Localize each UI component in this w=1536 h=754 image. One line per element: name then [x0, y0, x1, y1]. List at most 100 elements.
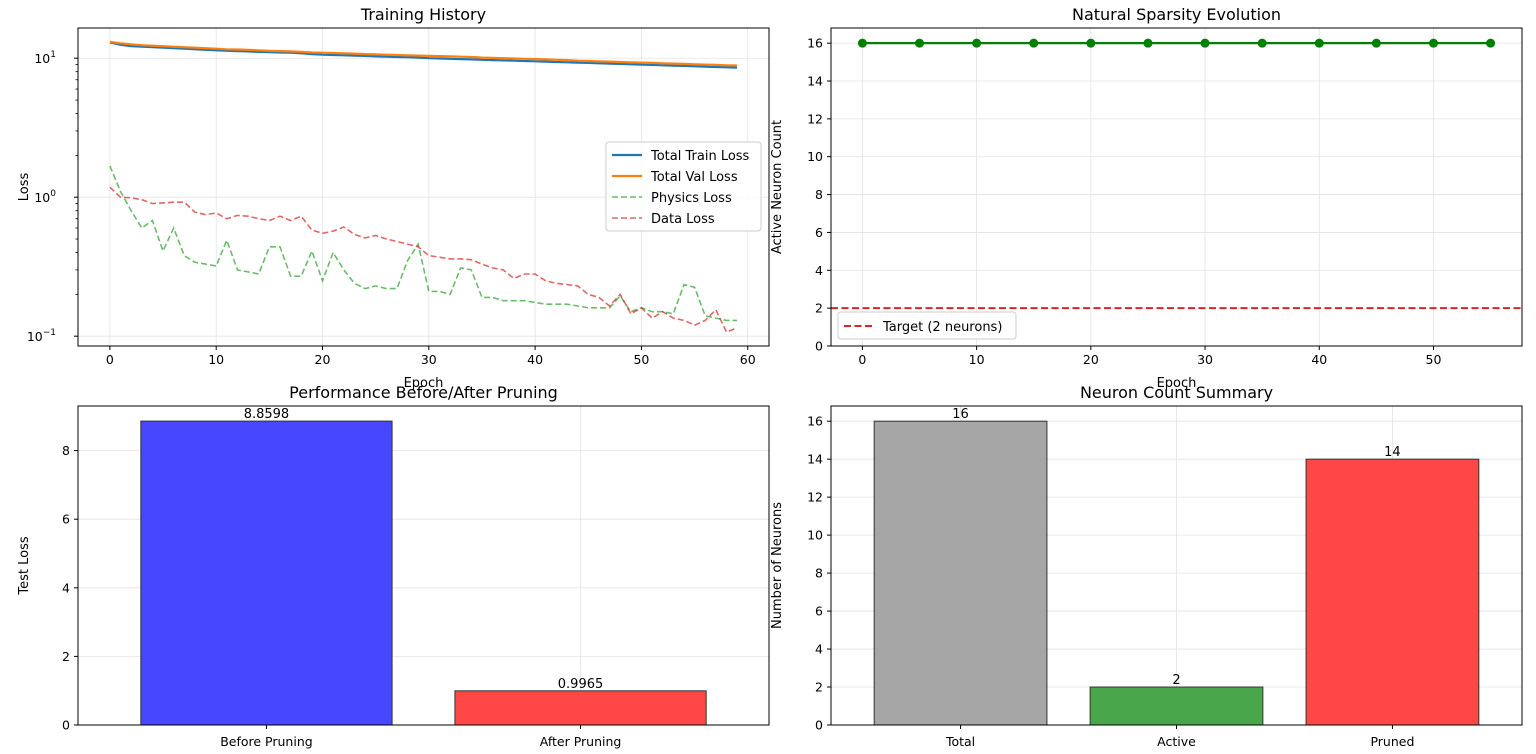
- legend: Total Train Loss Total Val Loss Physics Lo…: [605, 141, 762, 232]
- legend-label: Total Train Loss: [650, 149, 750, 164]
- y-tick-label: 10: [807, 149, 823, 164]
- bar-after-pruning: [454, 690, 707, 726]
- bar-value-label: 2: [1172, 673, 1180, 688]
- y-tick-label: 6: [62, 512, 70, 527]
- panel-4: 16 Total 2 Active 14 Pruned 0 2 4 6 8 10 12 14 16 Neuro…: [770, 383, 1523, 749]
- x-tick-label: Before Pruning: [220, 734, 312, 749]
- legend-label: Data Loss: [651, 212, 715, 227]
- y-tick-label: 2: [62, 649, 70, 664]
- grid: [831, 28, 1522, 347]
- bar-value-label: 16: [952, 407, 969, 422]
- chart-title: Training History: [360, 5, 486, 24]
- y-tick-label: 0: [62, 718, 70, 733]
- y-axis-label: Loss: [17, 173, 32, 202]
- data-point: [1257, 38, 1267, 48]
- series-line-3: [109, 165, 738, 322]
- y-tick-label: 8: [815, 566, 823, 581]
- x-tick-label: 0: [106, 352, 114, 367]
- axes-frame: [830, 405, 1523, 726]
- x-tick-label: 30: [421, 352, 437, 367]
- y-tick-label: 10: [807, 528, 823, 543]
- y-tick-label: 0: [815, 718, 823, 733]
- x-tick-label: 10: [969, 352, 985, 367]
- x-tick-label: 20: [315, 352, 331, 367]
- legend-label: Total Val Loss: [650, 170, 738, 185]
- x-tick-label: 50: [1426, 352, 1442, 367]
- y-tick-label: 10−1: [27, 328, 56, 344]
- data-point: [857, 38, 867, 48]
- y-axis-label: Active Neuron Count: [770, 120, 785, 254]
- y-tick-label: 12: [807, 111, 823, 126]
- legend-box: [837, 311, 1017, 340]
- y-tick-label: 101: [34, 50, 56, 66]
- legend: Target (2 neurons): [837, 311, 1017, 340]
- bar-value-label: 14: [1384, 445, 1401, 460]
- axes-frame: [830, 27, 1523, 347]
- data-point: [1200, 38, 1210, 48]
- data-point: [915, 38, 925, 48]
- y-tick-label: 8: [62, 443, 70, 458]
- x-tick-label: After Pruning: [540, 734, 622, 749]
- x-tick-label: Total: [945, 734, 975, 749]
- legend-box: [605, 141, 762, 232]
- y-tick-label: 16: [807, 36, 823, 51]
- x-tick-label: 20: [1083, 352, 1099, 367]
- y-tick-label: 8: [815, 187, 823, 202]
- y-tick-label: 4: [815, 263, 823, 278]
- x-tick-label: 10: [208, 352, 224, 367]
- y-tick-exponent: 0: [50, 189, 56, 199]
- data-point: [1486, 38, 1496, 48]
- bar-before-pruning: [140, 420, 393, 726]
- bar-active: [1089, 686, 1264, 726]
- bar-pruned: [1305, 458, 1480, 726]
- axes-frame: [77, 27, 770, 347]
- chart-title: Natural Sparsity Evolution: [1072, 5, 1281, 24]
- y-tick-label: 14: [807, 74, 823, 89]
- y-tick-exponent: 1: [50, 50, 56, 60]
- y-tick-label: 6: [815, 225, 823, 240]
- x-tick-label: 40: [527, 352, 543, 367]
- data-point: [1371, 38, 1381, 48]
- data-point: [1029, 38, 1039, 48]
- x-tick-label: 60: [740, 352, 756, 367]
- x-axis-label: Epoch: [404, 376, 444, 391]
- series-line-1: [109, 41, 738, 69]
- y-tick-label: 6: [815, 604, 823, 619]
- x-tick-label: 50: [633, 352, 649, 367]
- x-tick-label: 40: [1311, 352, 1327, 367]
- data-point: [972, 38, 982, 48]
- panel-2: 0 10 20 30 40 50 0 2 4 6 8 10 12 14 16 Natural Sparsity…: [770, 5, 1523, 391]
- y-tick-label: 2: [815, 680, 823, 695]
- legend-label: Target (2 neurons): [882, 320, 1002, 335]
- y-axis-label: Test Loss: [17, 536, 32, 595]
- axes-frame: [77, 405, 770, 726]
- y-tick-label: 14: [807, 452, 823, 467]
- bar-value-label: 8.8598: [244, 407, 290, 422]
- x-tick-label: Pruned: [1370, 734, 1414, 749]
- x-tick-label: 30: [1197, 352, 1213, 367]
- panel-3: 8.8598 Before Pruning 0.9965 After Pruning 0…: [17, 383, 770, 749]
- series-line-2: [109, 40, 738, 67]
- bar-total: [873, 420, 1048, 726]
- y-tick-label: 16: [807, 414, 823, 429]
- y-tick-label: 100: [34, 189, 56, 205]
- x-tick-label: Active: [1157, 734, 1196, 749]
- data-point: [1314, 38, 1324, 48]
- data-point: [1428, 38, 1438, 48]
- y-tick-label: 4: [62, 580, 70, 595]
- x-tick-label: 0: [858, 352, 866, 367]
- chart-title: Performance Before/After Pruning: [289, 383, 558, 402]
- x-axis-label: Epoch: [1157, 376, 1197, 391]
- y-axis-label: Number of Neurons: [770, 502, 785, 629]
- y-tick-label: 2: [815, 301, 823, 316]
- data-point: [1086, 38, 1096, 48]
- y-tick-label: 4: [815, 642, 823, 657]
- y-tick-label: 12: [807, 490, 823, 505]
- data-point: [1143, 38, 1153, 48]
- chart-title: Neuron Count Summary: [1080, 383, 1273, 402]
- y-tick-exponent: −1: [43, 328, 56, 338]
- y-tick-label: 0: [815, 339, 823, 354]
- bar-value-label: 0.9965: [558, 677, 604, 692]
